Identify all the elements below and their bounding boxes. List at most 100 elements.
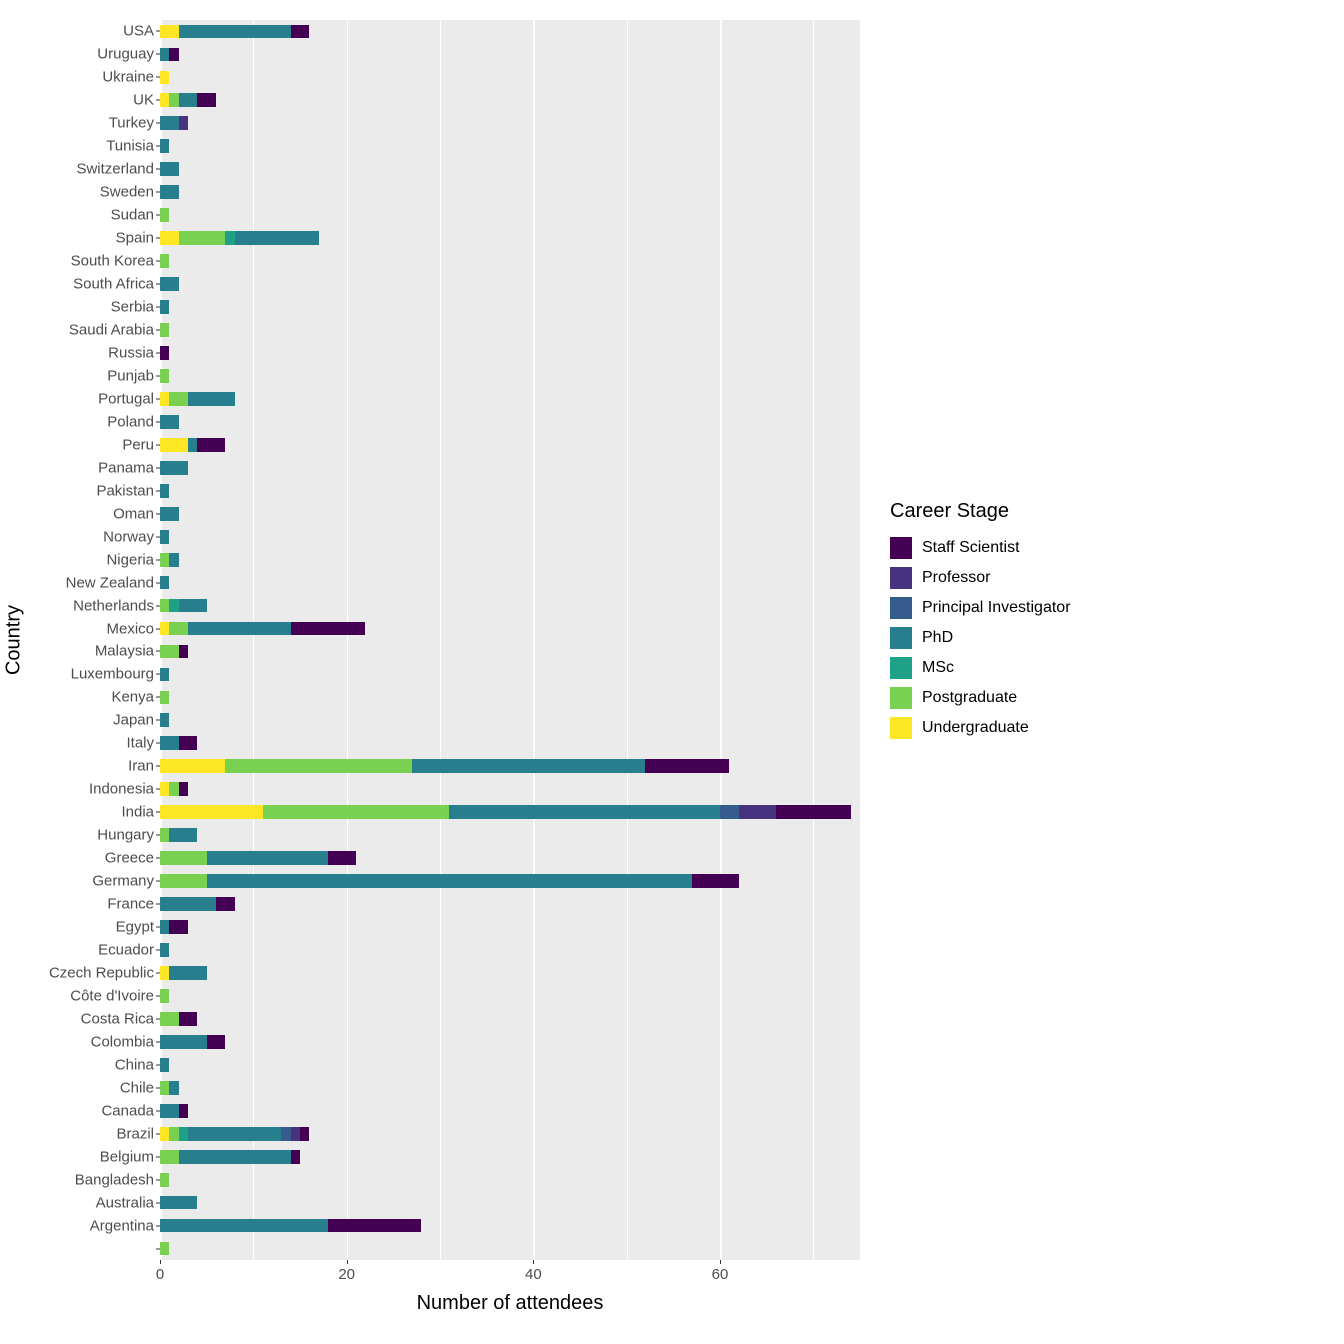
legend-label: Principal Investigator — [922, 599, 1071, 617]
legend-swatch — [890, 567, 912, 589]
bar-segment-phd — [160, 139, 169, 153]
bar-row — [160, 300, 169, 314]
bar-segment-staff_scientist — [197, 438, 225, 452]
bar-segment-phd — [160, 507, 179, 521]
bar-segment-phd — [160, 48, 169, 62]
bar-segment-postgrad — [179, 231, 226, 245]
bar-row — [160, 1150, 300, 1164]
bar-segment-postgrad — [169, 392, 188, 406]
bar-segment-undergrad — [160, 805, 263, 819]
legend-title: Career Stage — [890, 500, 1071, 523]
legend-item: Professor — [890, 567, 1071, 589]
legend-item: Staff Scientist — [890, 537, 1071, 559]
bar-row — [160, 1012, 197, 1026]
legend-label: Staff Scientist — [922, 539, 1020, 557]
bar-segment-postgrad — [160, 323, 169, 337]
bar-segment-phd — [179, 599, 207, 613]
bar-row — [160, 828, 197, 842]
legend-label: PhD — [922, 629, 953, 647]
bar-row — [160, 874, 739, 888]
legend-swatch — [890, 717, 912, 739]
bar-segment-staff_scientist — [300, 1127, 309, 1141]
bar-segment-phd — [160, 943, 169, 957]
bar-segment-pi — [720, 805, 739, 819]
y-tick-label: Luxembourg — [4, 666, 154, 683]
y-tick-label: Serbia — [4, 299, 154, 316]
bar-segment-phd — [160, 300, 169, 314]
gridline-major — [160, 20, 162, 1260]
bar-row — [160, 599, 207, 613]
y-tick-label: Czech Republic — [4, 964, 154, 981]
bar-segment-undergrad — [160, 392, 169, 406]
bar-segment-msc — [225, 231, 234, 245]
bar-segment-phd — [160, 185, 179, 199]
bar-row — [160, 553, 179, 567]
bar-segment-staff_scientist — [328, 851, 356, 865]
bar-segment-professor — [291, 1127, 300, 1141]
bar-segment-staff_scientist — [179, 1104, 188, 1118]
y-tick-label: France — [4, 896, 154, 913]
y-tick-label: Oman — [4, 505, 154, 522]
legend: Career Stage Staff Scientist Professor Pri… — [890, 500, 1071, 747]
bar-segment-phd — [160, 162, 179, 176]
bar-row — [160, 713, 169, 727]
bar-segment-phd — [160, 461, 188, 475]
bar-segment-phd — [160, 277, 179, 291]
legend-label: Undergraduate — [922, 719, 1029, 737]
bar-segment-phd — [160, 1035, 207, 1049]
bar-segment-phd — [179, 1150, 291, 1164]
bar-segment-phd — [160, 668, 169, 682]
bar-row — [160, 759, 729, 773]
bar-row — [160, 415, 179, 429]
bar-segment-staff_scientist — [207, 1035, 226, 1049]
bar-segment-staff_scientist — [645, 759, 729, 773]
bar-segment-phd — [160, 897, 216, 911]
bar-segment-phd — [235, 231, 319, 245]
bar-segment-staff_scientist — [160, 346, 169, 360]
bar-segment-phd — [412, 759, 645, 773]
legend-item: Principal Investigator — [890, 597, 1071, 619]
legend-label: Postgraduate — [922, 689, 1017, 707]
y-tick-label: Nigeria — [4, 551, 154, 568]
bar-row — [160, 346, 169, 360]
bar-segment-phd — [207, 851, 328, 865]
x-tick-mark — [160, 1260, 161, 1264]
bar-row — [160, 1127, 309, 1141]
bar-segment-phd — [160, 530, 169, 544]
y-tick-label: Egypt — [4, 919, 154, 936]
bar-segment-postgrad — [160, 1242, 169, 1256]
bar-row — [160, 530, 169, 544]
bar-segment-staff_scientist — [169, 920, 188, 934]
bar-segment-undergrad — [160, 966, 169, 980]
gridline-minor — [253, 20, 254, 1260]
bar-row — [160, 943, 169, 957]
bar-segment-phd — [160, 736, 179, 750]
y-tick-label: Costa Rica — [4, 1010, 154, 1027]
y-tick-label: Saudi Arabia — [4, 322, 154, 339]
y-tick-label: Norway — [4, 528, 154, 545]
bar-row — [160, 507, 179, 521]
y-tick-label: Bangladesh — [4, 1171, 154, 1188]
bar-segment-phd — [449, 805, 720, 819]
bar-segment-phd — [207, 874, 692, 888]
bar-segment-postgrad — [169, 93, 178, 107]
bar-row — [160, 851, 356, 865]
bar-row — [160, 438, 225, 452]
bar-segment-staff_scientist — [291, 1150, 300, 1164]
gridline-major — [347, 20, 349, 1260]
gridline-minor — [627, 20, 628, 1260]
y-tick-label: Iran — [4, 758, 154, 775]
bar-row — [160, 1104, 188, 1118]
bar-segment-postgrad — [160, 553, 169, 567]
y-tick-label: India — [4, 804, 154, 821]
bar-row — [160, 323, 169, 337]
y-tick-label: Hungary — [4, 827, 154, 844]
legend-swatch — [890, 597, 912, 619]
bar-row — [160, 254, 169, 268]
y-tick-label: Brazil — [4, 1125, 154, 1142]
y-tick-label: Colombia — [4, 1033, 154, 1050]
bar-segment-msc — [169, 599, 178, 613]
bar-segment-staff_scientist — [328, 1219, 421, 1233]
y-tick-label: Poland — [4, 413, 154, 430]
y-tick-label: USA — [4, 23, 154, 40]
